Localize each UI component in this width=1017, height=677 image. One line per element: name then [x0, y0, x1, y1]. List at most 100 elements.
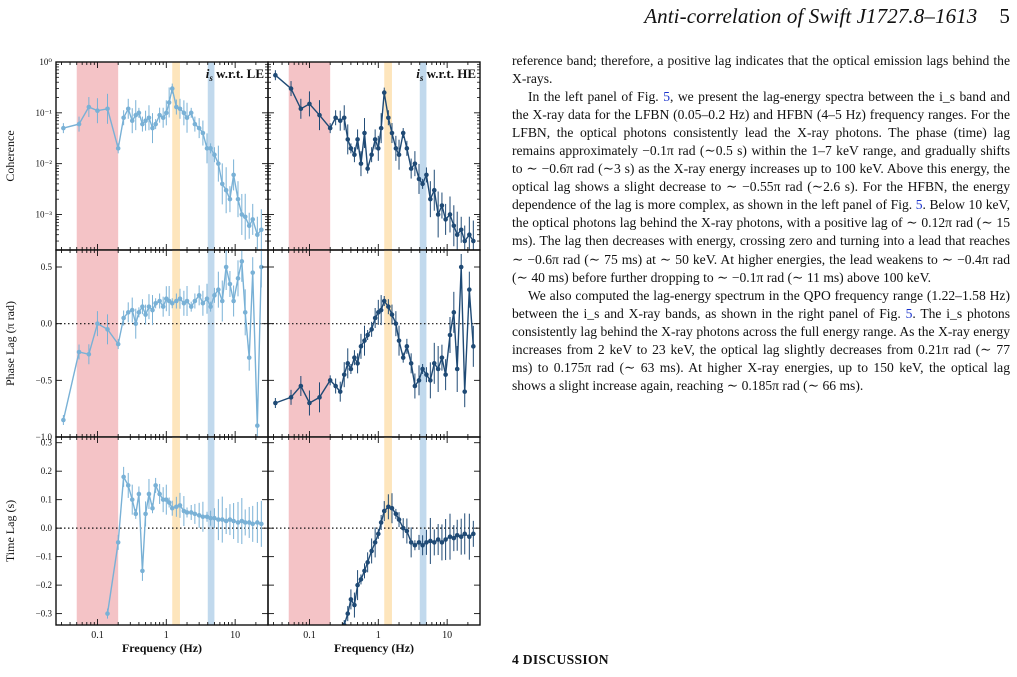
hfbn-band — [207, 437, 215, 625]
data-point — [192, 121, 198, 127]
figure-reference-link[interactable]: 5 — [915, 197, 923, 213]
data-point — [125, 310, 131, 315]
data-point — [246, 520, 252, 525]
data-point — [365, 560, 370, 565]
series-le — [105, 466, 264, 619]
data-point — [420, 181, 425, 187]
data-point — [416, 378, 422, 383]
data-point — [317, 395, 322, 400]
x-tick-label: 0.1 — [91, 630, 104, 641]
data-point — [255, 423, 260, 428]
data-point — [239, 212, 245, 217]
data-point — [216, 287, 221, 292]
running-head-title: Anti-correlation of Swift J1727.8–1613 — [644, 4, 978, 28]
data-point — [136, 310, 142, 315]
data-point — [184, 115, 190, 121]
paragraph-2: In the left panel of Fig. 5, we present … — [512, 88, 1010, 287]
data-point — [164, 110, 169, 116]
data-point — [439, 540, 445, 545]
data-point — [412, 383, 418, 389]
data-point — [386, 115, 391, 121]
data-point — [362, 338, 367, 343]
data-point — [219, 298, 225, 304]
figure-5: 10⁻³ 10⁻² 10⁻¹ 10⁰ is w.r.t. LE is w.r.t. HE C… — [0, 52, 486, 677]
data-point — [273, 72, 278, 78]
data-point — [208, 304, 213, 309]
data-point — [400, 355, 406, 360]
data-point — [376, 531, 381, 537]
qpo-band — [384, 62, 392, 250]
data-point — [471, 344, 476, 349]
data-point — [428, 538, 433, 544]
y-tick-label: 0.5 — [41, 262, 53, 272]
data-point — [451, 535, 457, 541]
data-point — [196, 293, 202, 298]
data-point — [121, 315, 126, 321]
data-point — [376, 146, 381, 151]
data-point — [200, 130, 206, 136]
data-point — [393, 321, 399, 326]
data-point — [150, 307, 155, 313]
data-point — [408, 540, 414, 545]
y-tick-label: −0.3 — [36, 609, 53, 619]
data-point — [196, 513, 202, 518]
data-point — [140, 568, 145, 574]
data-point — [129, 118, 135, 123]
data-point — [345, 137, 351, 142]
x-tick-label: 10 — [230, 630, 240, 641]
y-tick-label: 0.3 — [41, 438, 53, 448]
figure-reference-link[interactable]: 5 — [663, 89, 670, 105]
data-point — [105, 106, 110, 112]
data-point — [86, 351, 92, 357]
data-point — [246, 223, 252, 229]
qpo-band — [172, 62, 180, 250]
data-point — [462, 531, 468, 537]
data-point — [166, 500, 172, 505]
data-point — [129, 497, 135, 502]
data-point — [345, 611, 351, 616]
data-point — [337, 389, 343, 394]
data-point — [462, 389, 468, 394]
x-tick-label: 1 — [164, 630, 169, 641]
data-point — [381, 508, 387, 514]
data-point — [95, 321, 100, 326]
data-point — [153, 300, 158, 306]
data-point — [146, 304, 152, 309]
data-point — [428, 196, 433, 202]
data-point — [204, 296, 210, 302]
data-point — [115, 341, 121, 347]
figure-svg: 10⁻³ 10⁻² 10⁻¹ 10⁰ is w.r.t. LE is w.r.t. HE C… — [3, 57, 481, 655]
paragraph-3-part-b: . The i_s photons consistently lag behin… — [512, 305, 1011, 393]
paragraph-1: reference band; therefore, a positive la… — [512, 53, 1010, 87]
data-point — [454, 532, 460, 538]
y-tick-label: 10⁻² — [36, 159, 53, 169]
y-tick-label: 0.1 — [41, 495, 52, 505]
paragraph-2-part-a: In the left panel of Fig. — [528, 89, 664, 105]
data-point — [454, 366, 460, 372]
data-point — [307, 400, 312, 406]
data-point — [255, 232, 260, 238]
data-point — [447, 534, 453, 539]
data-point — [369, 548, 374, 554]
data-point — [61, 417, 66, 423]
data-point — [125, 483, 131, 488]
data-point — [365, 332, 370, 338]
data-point — [227, 517, 233, 522]
data-point — [408, 361, 414, 366]
data-point — [204, 514, 210, 520]
data-point — [381, 298, 387, 304]
data-point — [358, 161, 364, 166]
data-point — [396, 338, 402, 343]
panel-label-le: is w.r.t. LE — [206, 66, 264, 83]
data-point — [259, 227, 264, 233]
y-tick-label: 10⁻³ — [36, 209, 53, 219]
panel-label-he: is w.r.t. HE — [416, 66, 476, 83]
data-point — [288, 395, 294, 400]
data-point — [365, 166, 370, 171]
data-point — [355, 137, 360, 142]
data-point — [333, 115, 338, 121]
figure-reference-link[interactable]: 5 — [905, 305, 913, 321]
data-point — [250, 270, 256, 275]
data-point — [431, 187, 437, 193]
data-point — [435, 366, 441, 372]
